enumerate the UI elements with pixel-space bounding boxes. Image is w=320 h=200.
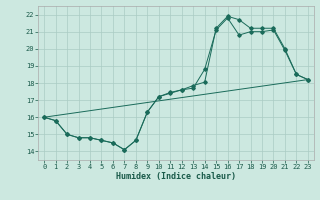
X-axis label: Humidex (Indice chaleur): Humidex (Indice chaleur) [116,172,236,181]
